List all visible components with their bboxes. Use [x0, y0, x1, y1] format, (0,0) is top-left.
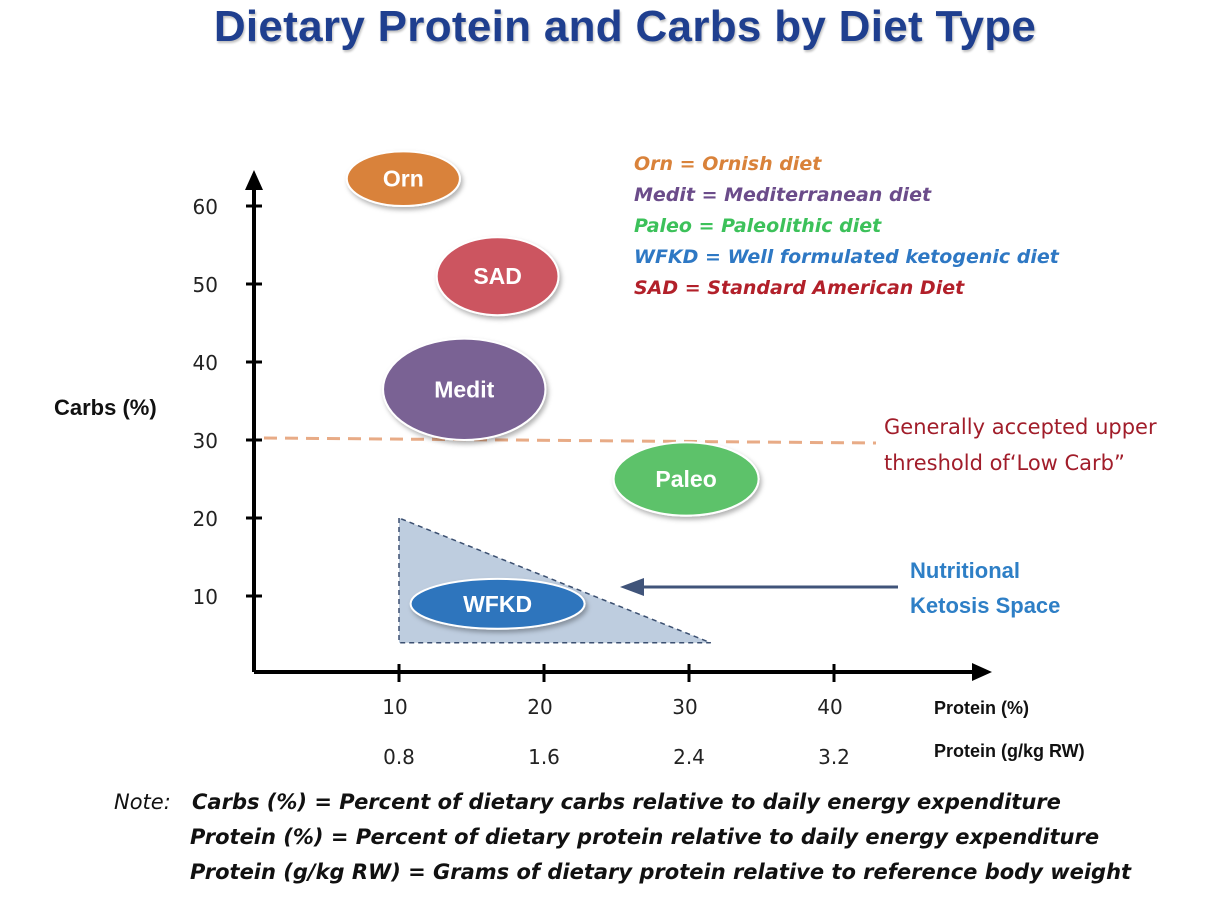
low-carb-threshold-line	[263, 436, 877, 445]
bubble-label: Paleo	[655, 466, 716, 492]
threshold-label-line1: Generally accepted upper	[884, 415, 1157, 439]
ketosis-label-line1: Nutritional	[910, 558, 1020, 583]
x-axis-label-protein-gkg: Protein (g/kg RW)	[934, 741, 1085, 761]
y-tick-label: 10	[193, 585, 218, 609]
bubble-label: WFKD	[463, 591, 532, 617]
bubble-shape	[612, 441, 760, 517]
bubble-label: SAD	[473, 263, 522, 289]
y-tick-label: 40	[193, 351, 218, 375]
x-tick-label-protein-pct: 40	[817, 695, 842, 719]
note-line-protein-gkg: Protein (g/kg RW) = Grams of dietary pro…	[190, 860, 1132, 884]
y-tick-label: 60	[193, 195, 218, 219]
legend-entry: Orn = Ornish diet	[634, 153, 822, 175]
x-tick-label-protein-pct: 30	[672, 695, 697, 719]
legend-entry: Paleo = Paleolithic diet	[634, 215, 882, 237]
bubble-paleo: Paleo	[612, 441, 760, 517]
x-axis-label-protein-pct: Protein (%)	[934, 698, 1029, 718]
legend-entry: Medit = Mediterranean diet	[634, 184, 932, 206]
bubble-shape	[409, 577, 586, 630]
bubble-shape	[382, 337, 547, 441]
x-tick-label-protein-pct: 10	[382, 695, 407, 719]
note-line-protein-pct: Protein (%) = Percent of dietary protein…	[190, 825, 1100, 849]
note-prefix: Note:	[114, 790, 171, 814]
ketosis-arrow-icon	[620, 578, 644, 596]
bubble-label: Orn	[383, 166, 424, 192]
x-tick-label-protein-pct: 20	[527, 695, 552, 719]
x-axis-arrow-icon	[972, 663, 992, 681]
y-tick-label: 50	[193, 273, 218, 297]
bubble-wfkd: WFKD	[409, 577, 586, 630]
bubble-medit: Medit	[382, 337, 547, 441]
bubble-sad: SAD	[435, 236, 560, 317]
y-tick-label: 20	[193, 507, 218, 531]
x-tick-label-protein-gkg: 0.8	[383, 745, 415, 769]
bubble-shape	[345, 150, 461, 207]
y-axis-label: Carbs (%)	[54, 395, 157, 420]
legend-entry: SAD = Standard American Diet	[634, 277, 965, 299]
x-tick-label-protein-gkg: 3.2	[818, 745, 850, 769]
ketosis-label-line2: Ketosis Space	[910, 593, 1060, 618]
bubble-orn: Orn	[345, 150, 461, 207]
x-tick-label-protein-gkg: 2.4	[673, 745, 705, 769]
bubble-label: Medit	[434, 376, 494, 402]
y-tick-label: 30	[193, 429, 218, 453]
y-axis-arrow-icon	[245, 170, 263, 190]
note-line-carbs: Carbs (%) = Percent of dietary carbs rel…	[192, 790, 1061, 814]
x-tick-label-protein-gkg: 1.6	[528, 745, 560, 769]
legend-entry: WFKD = Well formulated ketogenic diet	[634, 246, 1060, 268]
bubble-shape	[435, 236, 560, 317]
threshold-label-line2: threshold of‘Low Carb”	[884, 451, 1125, 475]
chart-title: Dietary Protein and Carbs by Diet Type	[213, 2, 1037, 51]
